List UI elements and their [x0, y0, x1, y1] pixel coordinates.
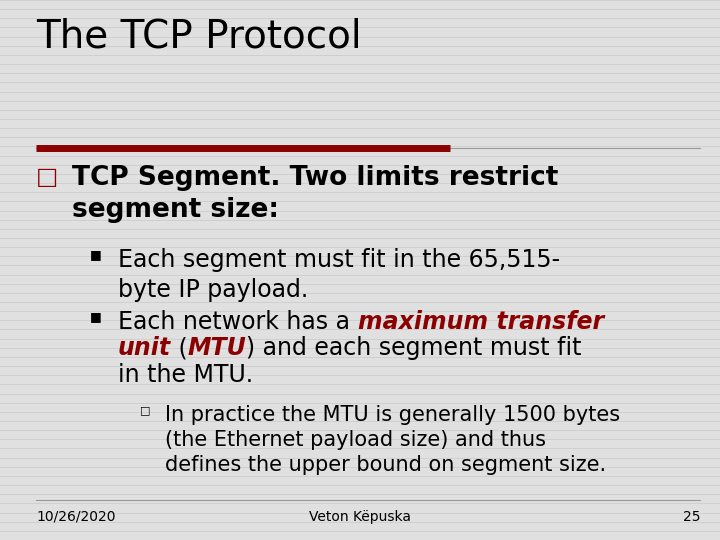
Text: The TCP Protocol: The TCP Protocol — [36, 18, 361, 56]
Text: ■: ■ — [90, 310, 102, 323]
Text: in the MTU.: in the MTU. — [118, 363, 253, 387]
Text: ) and each segment must fit: ) and each segment must fit — [246, 336, 582, 360]
Text: 25: 25 — [683, 510, 700, 524]
Text: TCP Segment. Two limits restrict
segment size:: TCP Segment. Two limits restrict segment… — [72, 165, 559, 223]
Text: Veton Këpuska: Veton Këpuska — [309, 510, 411, 524]
Text: maximum transfer: maximum transfer — [358, 310, 603, 334]
Text: ■: ■ — [90, 248, 102, 261]
Text: □: □ — [36, 165, 58, 189]
Text: unit: unit — [118, 336, 171, 360]
Text: Each network has a: Each network has a — [118, 310, 358, 334]
Text: MTU: MTU — [188, 336, 246, 360]
Text: □: □ — [140, 405, 150, 415]
Text: (: ( — [171, 336, 188, 360]
Text: Each segment must fit in the 65,515-
byte IP payload.: Each segment must fit in the 65,515- byt… — [118, 248, 560, 302]
Text: In practice the MTU is generally 1500 bytes
(the Ethernet payload size) and thus: In practice the MTU is generally 1500 by… — [165, 405, 620, 475]
Text: 10/26/2020: 10/26/2020 — [36, 510, 115, 524]
